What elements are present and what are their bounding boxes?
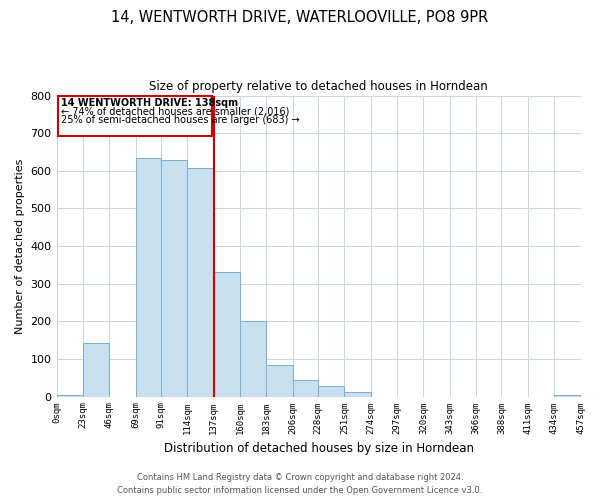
Title: Size of property relative to detached houses in Horndean: Size of property relative to detached ho… — [149, 80, 488, 93]
Bar — [266, 365, 293, 396]
FancyBboxPatch shape — [58, 96, 212, 136]
Bar — [344, 392, 371, 396]
Bar — [214, 272, 240, 396]
X-axis label: Distribution of detached houses by size in Horndean: Distribution of detached houses by size … — [164, 442, 473, 455]
Bar — [136, 158, 161, 396]
Text: Contains HM Land Registry data © Crown copyright and database right 2024.
Contai: Contains HM Land Registry data © Crown c… — [118, 474, 482, 495]
Text: ← 74% of detached houses are smaller (2,016): ← 74% of detached houses are smaller (2,… — [61, 106, 290, 117]
Bar — [240, 322, 266, 396]
Text: 14, WENTWORTH DRIVE, WATERLOOVILLE, PO8 9PR: 14, WENTWORTH DRIVE, WATERLOOVILLE, PO8 … — [112, 10, 488, 25]
Bar — [161, 160, 187, 396]
Bar — [56, 394, 83, 396]
Text: 25% of semi-detached houses are larger (683) →: 25% of semi-detached houses are larger (… — [61, 114, 300, 124]
Bar — [318, 386, 344, 396]
Y-axis label: Number of detached properties: Number of detached properties — [15, 158, 25, 334]
Bar — [187, 168, 214, 396]
Bar — [293, 380, 318, 396]
Bar — [83, 343, 109, 396]
Text: 14 WENTWORTH DRIVE: 138sqm: 14 WENTWORTH DRIVE: 138sqm — [61, 98, 238, 108]
